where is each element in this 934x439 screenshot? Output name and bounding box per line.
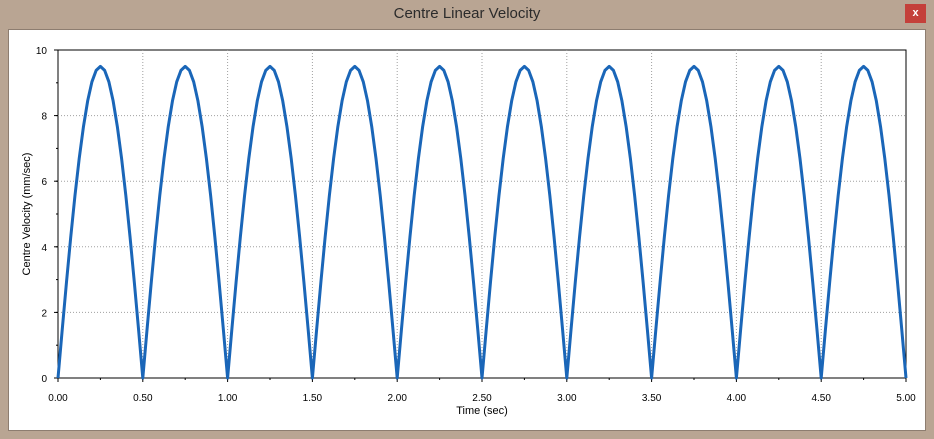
x-tick-label: 0.00 — [48, 393, 68, 404]
y-tick-labels: 0 2 4 6 8 10 — [36, 46, 48, 385]
x-tick-label: 1.00 — [218, 393, 238, 404]
y-tick-label: 8 — [41, 112, 47, 123]
x-tick-label: 1.50 — [303, 393, 323, 404]
y-tick-label: 4 — [41, 243, 47, 254]
y-tick-label: 6 — [41, 177, 47, 188]
x-tick-label: 3.00 — [557, 393, 577, 404]
x-tick-label: 0.50 — [133, 393, 153, 404]
y-axis-title: Centre Velocity (mm/sec) — [21, 153, 33, 276]
close-button[interactable]: x — [905, 4, 926, 23]
x-tick-label: 4.50 — [811, 393, 831, 404]
x-axis-title: Time (sec) — [456, 405, 508, 417]
plot-area — [57, 49, 907, 379]
x-tick-label: 4.00 — [727, 393, 747, 404]
y-tick-label: 0 — [41, 374, 47, 385]
title-bar[interactable]: Centre Linear Velocity x — [0, 0, 934, 28]
x-tick-label: 5.00 — [896, 393, 916, 404]
x-tick-label: 3.50 — [642, 393, 662, 404]
window-title: Centre Linear Velocity — [393, 5, 541, 22]
y-tick-label: 10 — [36, 46, 48, 57]
x-tick-label: 2.50 — [472, 393, 492, 404]
x-tick-label: 2.00 — [387, 393, 407, 404]
series-line — [56, 64, 908, 380]
x-tick-labels: 0.00 0.50 1.00 1.50 2.00 2.50 3.00 3.50 4.00 4.50… — [48, 393, 916, 404]
y-tick-label: 2 — [41, 308, 47, 319]
close-icon: x — [912, 7, 919, 19]
